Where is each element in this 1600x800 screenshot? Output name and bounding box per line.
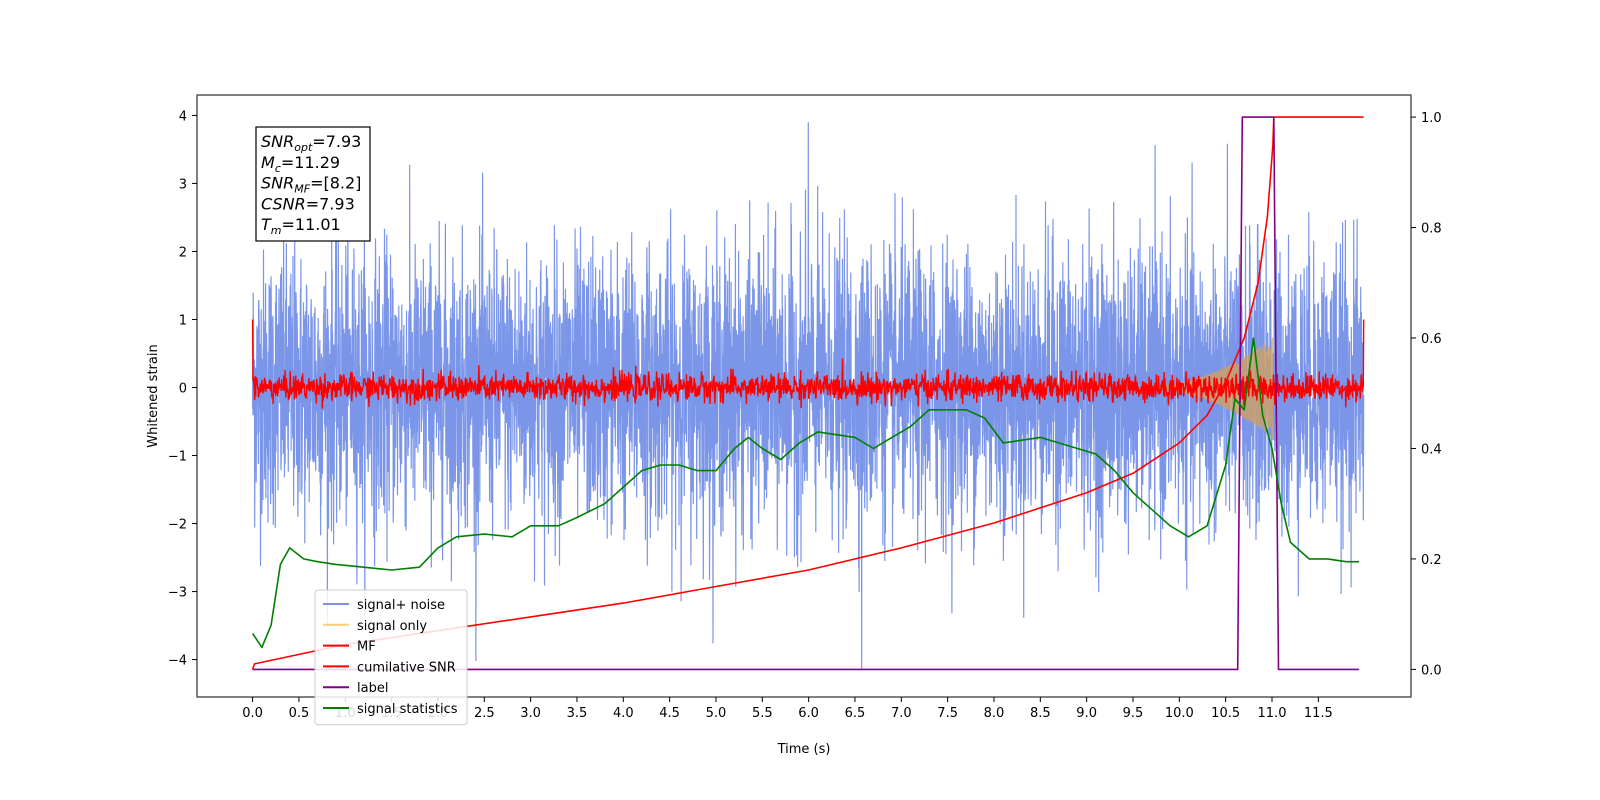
legend-label: signal statistics <box>357 702 458 717</box>
x-tick-label: 10.0 <box>1165 706 1194 721</box>
legend-label: label <box>357 681 388 696</box>
legend-entry: cumilative SNR <box>323 660 456 675</box>
annotation-line: Tm=11.01 <box>261 215 341 237</box>
x-tick-label: 6.5 <box>845 706 866 721</box>
x-tick-label: 2.5 <box>474 706 495 721</box>
y-tick-label: 3 <box>179 177 187 192</box>
y2-tick-label: 0.0 <box>1421 663 1442 678</box>
x-tick-label: 3.5 <box>567 706 588 721</box>
x-tick-label: 7.5 <box>937 706 958 721</box>
y-tick-label: 2 <box>179 245 187 260</box>
y-axis-label: Whitened strain <box>146 344 161 447</box>
y-tick-label: 1 <box>179 313 187 328</box>
y2-tick-label: 0.6 <box>1421 332 1442 347</box>
x-tick-label: 8.5 <box>1030 706 1051 721</box>
x-tick-label: 7.0 <box>891 706 912 721</box>
x-tick-label: 3.0 <box>520 706 541 721</box>
x-tick-label: 6.0 <box>798 706 819 721</box>
legend-entry: signal+ noise <box>323 598 445 613</box>
y2-tick-label: 0.4 <box>1421 442 1442 457</box>
annotation-line: Mc=11.29 <box>261 153 340 175</box>
y2-tick-label: 1.0 <box>1421 111 1442 126</box>
y-tick-label: 4 <box>179 109 187 124</box>
legend-entry: signal only <box>323 619 427 634</box>
x-tick-label: 5.5 <box>752 706 773 721</box>
x-tick-label: 0.0 <box>242 706 263 721</box>
legend-label: signal+ noise <box>357 598 445 613</box>
y2-axis-ticks: 0.0 0.2 0.4 0.6 0.8 1.0 <box>1411 111 1442 678</box>
annotation-frame <box>255 126 371 242</box>
x-tick-label: 11.0 <box>1258 706 1287 721</box>
x-tick-label: 9.5 <box>1123 706 1144 721</box>
y2-tick-label: 0.8 <box>1421 222 1442 237</box>
x-axis-label: Time (s) <box>777 742 831 757</box>
legend-label: signal only <box>357 619 427 634</box>
y-tick-label: −1 <box>168 450 187 465</box>
series-signal-statistics <box>251 337 1360 649</box>
y-tick-label: 0 <box>179 381 187 396</box>
legend-entry: label <box>323 681 388 696</box>
axes-frame <box>196 94 1412 698</box>
y2-tick-label: 0.2 <box>1421 553 1442 568</box>
x-tick-label: 10.5 <box>1211 706 1240 721</box>
y-tick-label: −2 <box>168 518 187 533</box>
x-tick-label: 0.5 <box>289 706 310 721</box>
x-tick-label: 9.0 <box>1076 706 1097 721</box>
plot-layers <box>251 116 1365 671</box>
legend-entry: MF <box>323 640 376 655</box>
x-tick-label: 5.0 <box>706 706 727 721</box>
x-tick-label: 11.5 <box>1304 706 1333 721</box>
series-cumulative-snr <box>251 116 1364 670</box>
annotation-line: SNRMF=[8.2] <box>261 174 361 196</box>
annotation-line: CSNR=7.93 <box>261 194 355 213</box>
y-tick-label: −4 <box>168 654 187 669</box>
x-tick-label: 8.0 <box>984 706 1005 721</box>
x-tick-label: 4.5 <box>659 706 680 721</box>
legend-label: MF <box>357 640 376 655</box>
series-mf <box>251 319 1365 409</box>
legend-box <box>314 589 468 726</box>
legend-entry: signal statistics <box>323 702 458 717</box>
series-label <box>252 116 1360 671</box>
x-tick-label: 4.0 <box>613 706 634 721</box>
legend-label: cumilative SNR <box>357 660 456 675</box>
annotation-line: SNRopt=7.93 <box>261 132 361 154</box>
legend: signal+ noise signal only MF cumilative SNR… <box>314 589 468 726</box>
series-signal-noise <box>252 122 1365 670</box>
y-axis-ticks: −4 −3 −2 −1 0 1 2 3 4 <box>168 109 197 669</box>
y-tick-label: −3 <box>168 586 187 601</box>
